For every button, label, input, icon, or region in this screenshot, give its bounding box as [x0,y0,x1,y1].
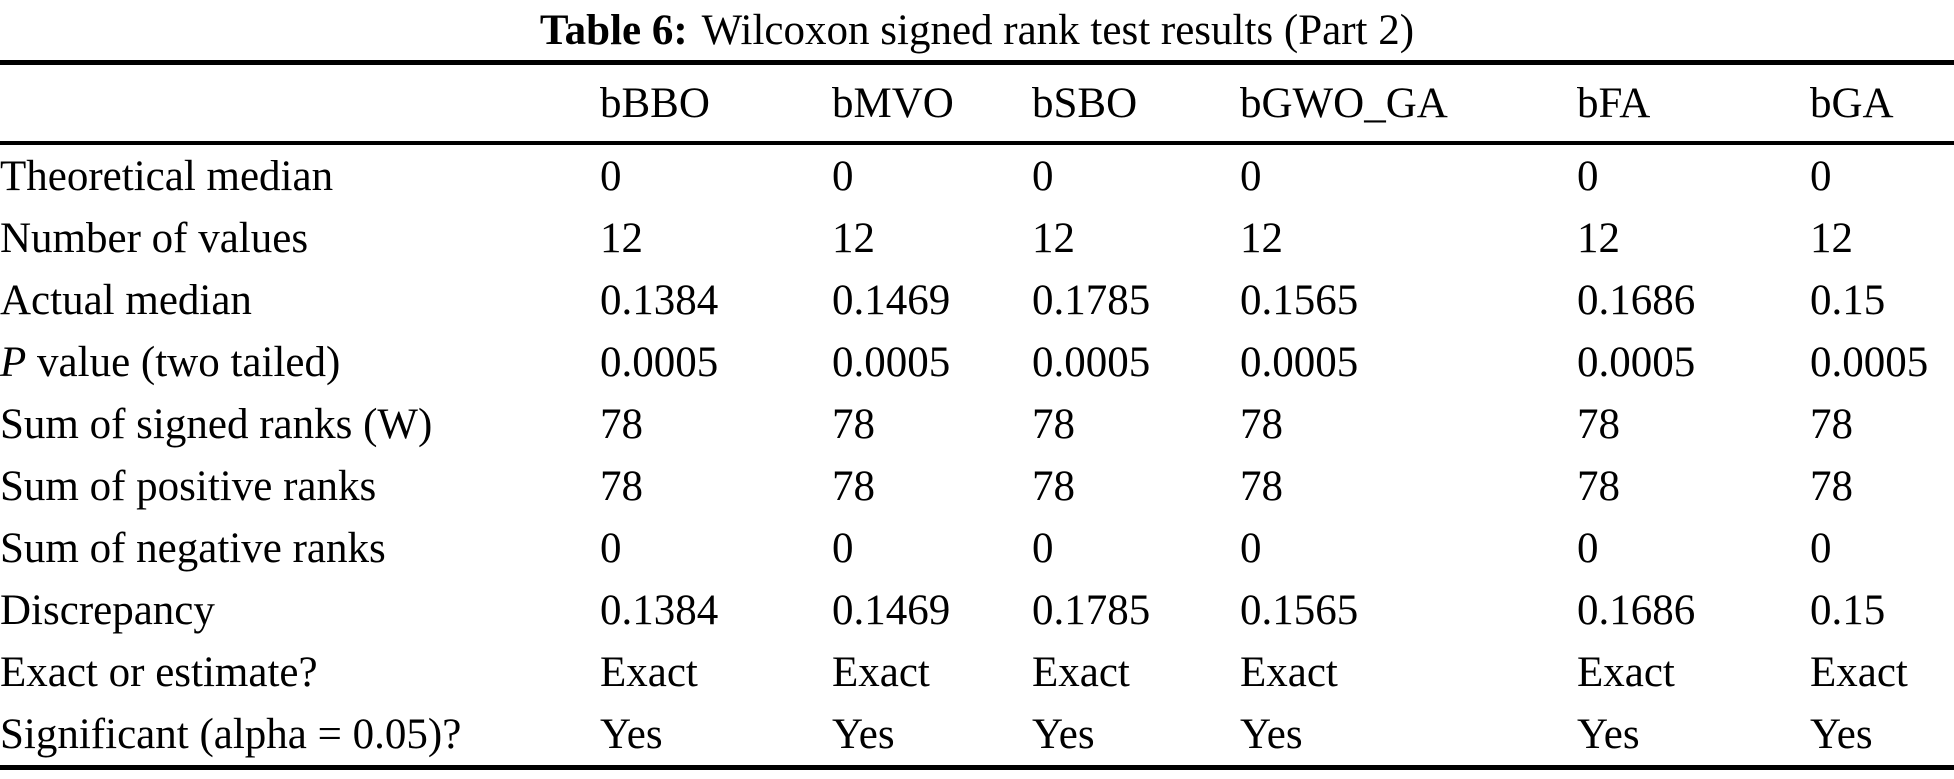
table-row: P value (two tailed) 0.0005 0.0005 0.0005 0.… [0,331,1954,393]
table-cell: 78 [1240,400,1283,448]
table-cell: 0 [1032,524,1054,572]
table-cell: 12 [1032,214,1075,262]
results-table: bBBO bMVO bSBO bGWO_GA bFA bGA Theoretical me… [0,60,1954,770]
table-cell: 0 [1810,152,1832,200]
row-label: Sum of negative ranks [0,524,386,572]
table-cell: 78 [1577,400,1620,448]
table-cell: 0.0005 [832,338,951,386]
table-row: Discrepancy 0.1384 0.1469 0.1785 0.1565 0.168… [0,579,1954,641]
column-header: bFA [1577,62,1810,145]
table-cell: 0.15 [1810,586,1886,634]
table-cell: 0.0005 [1577,338,1696,386]
table-cell: Yes [1810,710,1873,758]
row-label: Discrepancy [0,586,215,634]
table-cell: Yes [600,710,663,758]
corner-cell [0,62,600,145]
table-cell: Exact [1240,648,1338,696]
table-cell: Exact [600,648,698,696]
table-cell: 0.0005 [1810,338,1929,386]
table-cell: Yes [1032,710,1095,758]
table-cell: 0 [1032,152,1054,200]
table-cell: 12 [1810,214,1853,262]
table-row: Number of values 12 12 12 12 12 12 [0,207,1954,269]
table-cell: 12 [600,214,643,262]
table-cell: 0 [1577,524,1599,572]
table-cell: 0.0005 [1240,338,1359,386]
table-cell: 78 [600,400,643,448]
table-cell: 0.0005 [1032,338,1151,386]
table-cell: 78 [1032,462,1075,510]
table-cell: 0.0005 [600,338,719,386]
table-row: Theoretical median 0 0 0 0 0 0 [0,143,1954,207]
table-cell: 78 [832,462,875,510]
table-row: Actual median 0.1384 0.1469 0.1785 0.1565 0.1… [0,269,1954,331]
row-label: Significant (alpha = 0.05)? [0,710,462,758]
column-header: bMVO [832,62,1032,145]
column-header: bGA [1810,62,1954,145]
table-cell: 0 [1240,524,1262,572]
table-cell: Exact [1032,648,1130,696]
table-row: Significant (alpha = 0.05)? Yes Yes Yes Yes Y… [0,703,1954,768]
table-cell: 0 [1240,152,1262,200]
table-cell: 12 [1577,214,1620,262]
row-label: P value (two tailed) [0,338,341,386]
table-cell: 0.1469 [832,276,951,324]
table-cell: 78 [832,400,875,448]
table-cell: Yes [1240,710,1303,758]
table-cell: 78 [1810,462,1853,510]
row-label: Exact or estimate? [0,648,318,696]
table-cell: Yes [832,710,895,758]
row-label: Actual median [0,276,252,324]
caption-title: Wilcoxon signed rank test results (Part … [701,6,1415,54]
table-header: bBBO bMVO bSBO bGWO_GA bFA bGA [0,62,1954,145]
row-label: Number of values [0,214,309,262]
table-cell: Exact [1577,648,1675,696]
table-cell: 78 [1577,462,1620,510]
caption-number: Table 6: [539,6,688,54]
header-row: bBBO bMVO bSBO bGWO_GA bFA bGA [0,62,1954,145]
table-cell: 0.1686 [1577,586,1696,634]
table-cell: 0.1686 [1577,276,1696,324]
table-body: Theoretical median 0 0 0 0 0 0 Number of values… [0,143,1954,768]
table-cell: 0.1565 [1240,586,1359,634]
table-cell: 12 [1240,214,1283,262]
table-cell: 0.1384 [600,276,719,324]
table-cell: 0 [600,152,622,200]
table-cell: 0.1785 [1032,586,1151,634]
table-caption: Table 6: Wilcoxon signed rank test resul… [0,0,1954,60]
table-cell: 0 [1810,524,1832,572]
table-row: Exact or estimate? Exact Exact Exact Exact Ex… [0,641,1954,703]
table-cell: 0 [1577,152,1599,200]
column-header: bGWO_GA [1240,62,1577,145]
table-cell: 78 [600,462,643,510]
table-cell: Exact [1810,648,1908,696]
table-cell: 78 [1240,462,1283,510]
table-row: Sum of positive ranks 78 78 78 78 78 78 [0,455,1954,517]
table-cell: 0.1469 [832,586,951,634]
row-label: Theoretical median [0,152,334,200]
table-cell: 0 [600,524,622,572]
table-cell: 0 [832,524,854,572]
table-cell: 0.1785 [1032,276,1151,324]
table-cell: Yes [1577,710,1640,758]
column-header: bSBO [1032,62,1240,145]
table-cell: 78 [1032,400,1075,448]
table-row: Sum of signed ranks (W) 78 78 78 78 78 78 [0,393,1954,455]
row-label: Sum of positive ranks [0,462,377,510]
table-cell: 0 [832,152,854,200]
table-cell: 0.15 [1810,276,1886,324]
table-cell: 0.1384 [600,586,719,634]
column-header: bBBO [600,62,832,145]
row-label: Sum of signed ranks (W) [0,400,433,448]
table-cell: 78 [1810,400,1853,448]
table-cell: 0.1565 [1240,276,1359,324]
table-cell: Exact [832,648,930,696]
table-row: Sum of negative ranks 0 0 0 0 0 0 [0,517,1954,579]
table-cell: 12 [832,214,875,262]
